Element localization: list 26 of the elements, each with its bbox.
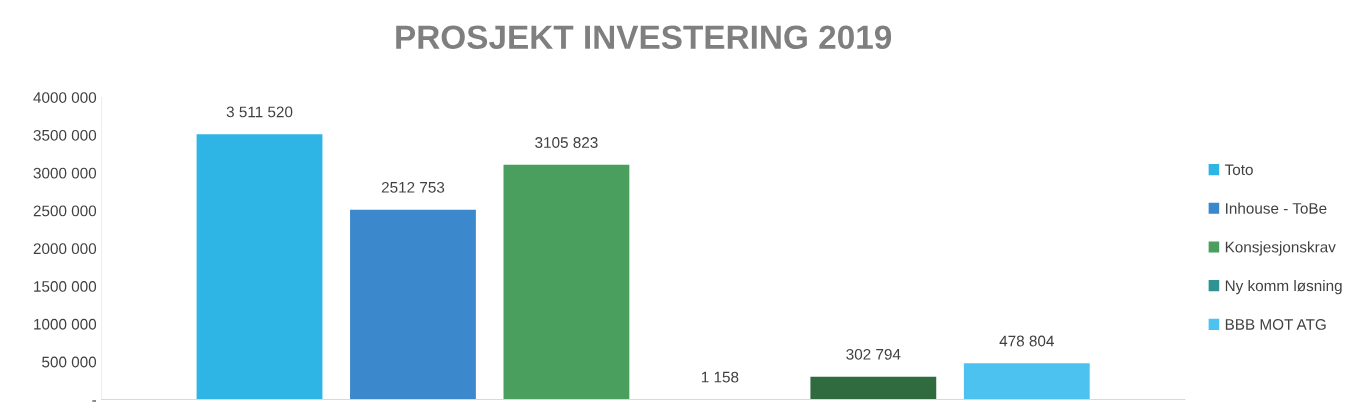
y-tick-label: 2500 000 [33, 205, 97, 217]
y-tick-label: 3500 000 [33, 129, 97, 141]
y-tick-label: 1500 000 [34, 281, 97, 292]
legend-label: BBB MOT ATG [1225, 319, 1326, 330]
y-tick-label: 3000 000 [33, 167, 97, 179]
data-label: 1 158 [701, 371, 739, 383]
bar [196, 134, 323, 400]
data-label: 2512 753 [381, 181, 445, 193]
data-label: 302 794 [846, 348, 901, 360]
legend-label: Toto [1224, 164, 1253, 176]
bar [503, 164, 630, 400]
data-label: 3105 823 [535, 137, 598, 148]
bar [350, 209, 476, 400]
chart-title: PROSJEKT INVESTERING 2019 [396, 25, 892, 50]
y-tick-label: 500 000 [42, 356, 97, 368]
y-tick-label: 4000 000 [33, 92, 97, 103]
data-label: 478 804 [999, 335, 1054, 347]
y-tick-label: - [92, 400, 97, 402]
data-label: 3 511 520 [226, 106, 293, 118]
y-tick-label: 2000 000 [33, 243, 97, 255]
bar [810, 376, 937, 400]
legend-label: Konsjesjonskrav [1225, 241, 1336, 256]
legend-label: Inhouse - ToBe [1226, 202, 1327, 214]
bar [963, 363, 1090, 400]
y-tick-label: 1000 000 [34, 318, 97, 330]
legend-label: Ny komm løsning [1225, 279, 1342, 295]
